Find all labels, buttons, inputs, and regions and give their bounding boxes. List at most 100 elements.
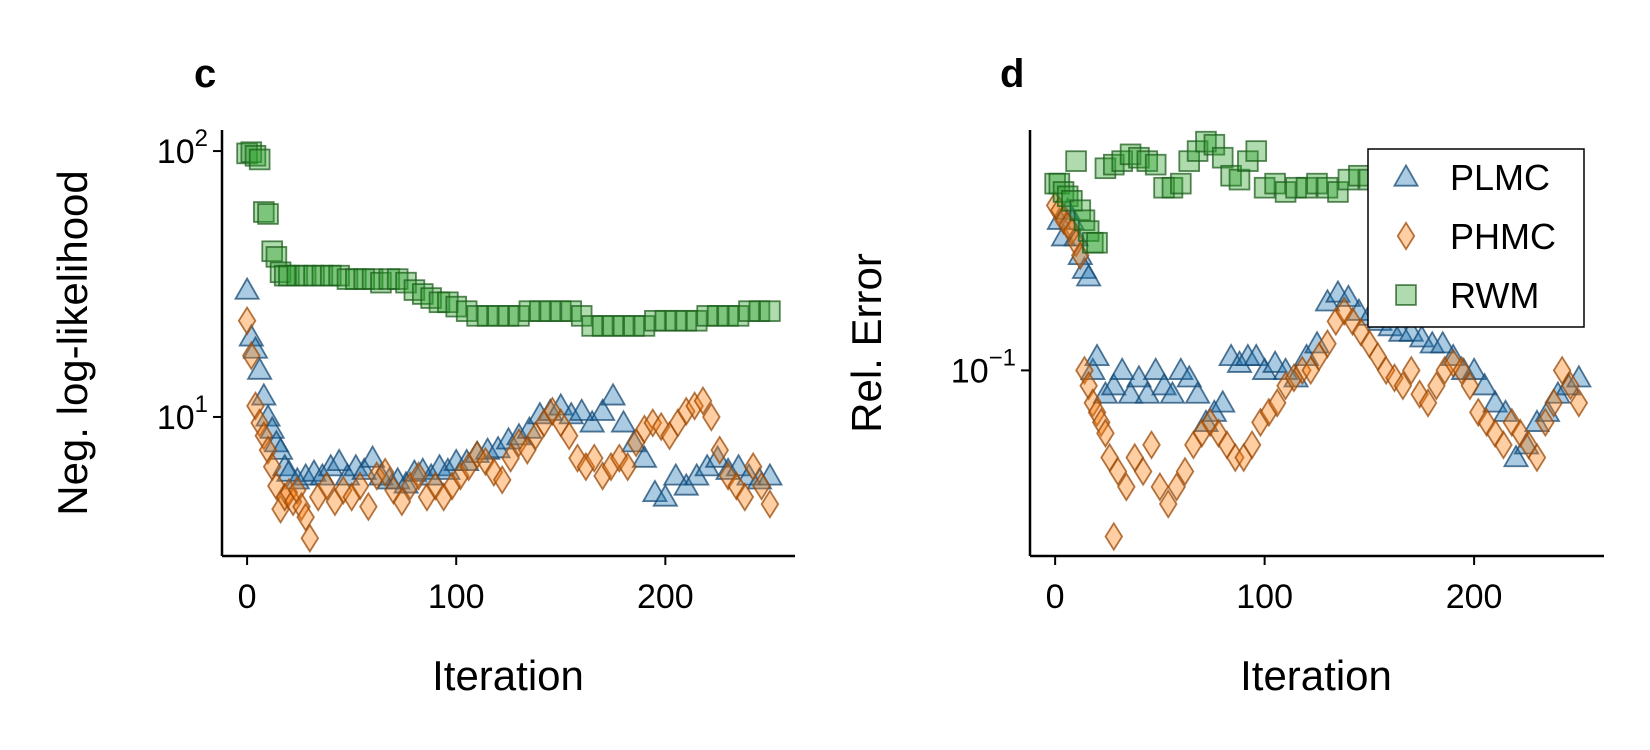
panel-d-plmc-point xyxy=(1117,380,1144,404)
panel-d-phmc-point xyxy=(1477,407,1496,438)
panel-c-phmc-point xyxy=(559,420,579,451)
panel-c-rwm-point xyxy=(395,271,417,294)
panel-c-phmc-point xyxy=(568,443,587,474)
panel-c-chart: c 0 100 200 101 102 Iteration Neg. log-likel… xyxy=(49,52,795,699)
panel-d-ticks: 0 100 200 10−1 xyxy=(951,344,1503,616)
panel-d-plmc-point xyxy=(1167,357,1194,380)
legend-marker-phmc xyxy=(1396,221,1416,251)
panel-d-phmc-point xyxy=(1192,418,1212,449)
panel-c-phmc-point xyxy=(287,475,307,506)
panel-d-x-tick-label: 200 xyxy=(1446,578,1503,616)
panel-d-phmc-point xyxy=(1242,429,1262,460)
panel-c-phmc-point xyxy=(241,340,261,371)
panel-c-phmc-point xyxy=(254,420,274,451)
panel-d-phmc-point xyxy=(1561,370,1580,401)
panel-d-rwm-point xyxy=(1065,150,1087,172)
panel-d-rwm-point xyxy=(1136,150,1159,172)
panel-c-x-axis-label: Iteration xyxy=(432,652,584,699)
panel-d-phmc-point xyxy=(1552,355,1572,386)
panel-c-phmc-point xyxy=(710,435,730,466)
panel-c-phmc-point xyxy=(735,482,755,512)
panel-d-phmc-point xyxy=(1079,370,1098,401)
panel-d-x-tick-label: 100 xyxy=(1236,578,1293,616)
panel-d-plmc-point xyxy=(1075,263,1102,287)
panel-c-phmc-point xyxy=(601,451,621,482)
legend-label-plmc: PLMC xyxy=(1450,157,1550,198)
panel-d-phmc-point xyxy=(1460,370,1480,401)
panel-c-plmc-point xyxy=(246,356,273,380)
panel-c-phmc-point xyxy=(718,461,738,491)
panel-d-plmc-point xyxy=(1226,349,1253,373)
panel-c-phmc-point xyxy=(484,457,504,488)
panel-d-plmc-point xyxy=(1142,357,1169,380)
panel-c-rwm-point xyxy=(361,268,384,290)
panel-c-phmc-point xyxy=(576,451,596,482)
panel-d-phmc-point xyxy=(1401,355,1421,386)
panel-c-plmc-point xyxy=(631,444,658,468)
panel-c-phmc-point xyxy=(250,407,269,438)
panel-d-plmc-point xyxy=(1150,372,1178,396)
panel-d-rwm-point xyxy=(1170,172,1192,195)
panel-d-phmc-point xyxy=(1502,407,1522,438)
panel-d-phmc-point xyxy=(1259,397,1279,428)
panel-d-phmc-point xyxy=(1133,456,1153,487)
panel-c-rwm-point xyxy=(759,300,781,322)
panel-d-phmc-point xyxy=(1393,370,1413,401)
panel-d-phmc-point xyxy=(1251,407,1270,438)
panel-c-phmc-point xyxy=(610,443,629,474)
panel-d-rwm-point xyxy=(1144,153,1167,176)
panel-d-phmc-point xyxy=(1376,355,1396,386)
panel-c-phmc-point xyxy=(509,427,529,458)
panel-c-phmc-point xyxy=(451,461,470,491)
panel-d-rwm-point xyxy=(1128,146,1150,169)
panel-d-phmc-point xyxy=(1536,407,1555,438)
panel-c-phmc-point xyxy=(279,477,299,508)
panel-d-rwm-point xyxy=(1086,231,1108,254)
panel-c-phmc-point xyxy=(760,489,780,520)
panel-d-phmc-point xyxy=(1326,306,1346,337)
panel-c-x-tick-label: 0 xyxy=(238,578,257,616)
panel-d-phmc-point xyxy=(1104,521,1124,552)
panel-c-plmc-point xyxy=(233,276,261,300)
panel-d-phmc-point xyxy=(1284,362,1304,393)
panel-c-phmc-point xyxy=(434,482,453,512)
panel-c-phmc-point xyxy=(246,391,265,421)
panel-d-phmc-point xyxy=(1091,407,1111,438)
panel-d-rwm-point xyxy=(1245,140,1268,162)
panel-d-phmc-point xyxy=(1200,407,1220,438)
panel-d-rwm-point xyxy=(1111,150,1133,172)
panel-c-plmc-point xyxy=(326,448,353,472)
panel-c-plmc-point xyxy=(579,409,606,433)
panel-c-phmc-point xyxy=(350,471,370,501)
panel-c-phmc-point xyxy=(702,402,721,432)
legend-marker-plmc xyxy=(1392,163,1420,187)
panel-d-phmc-point xyxy=(1158,489,1178,519)
panel-d-phmc-point xyxy=(1468,397,1488,428)
panel-d-phmc-point xyxy=(1117,471,1136,502)
panel-d-phmc-point xyxy=(1494,429,1513,460)
panel-c-phmc-point xyxy=(392,486,412,517)
panel-d-phmc-point xyxy=(1452,355,1471,386)
panel-d-phmc-point xyxy=(1087,397,1107,428)
panel-c-rwm-point xyxy=(328,264,350,287)
panel-c-phmc-point xyxy=(618,451,638,482)
panel-c-y-axis-label: Neg. log-likelihood xyxy=(49,170,96,516)
panel-d-x-axis-label: Iteration xyxy=(1240,652,1392,699)
panel-c-plmc-point xyxy=(568,397,595,421)
panel-d-phmc-point xyxy=(1276,370,1295,401)
panel-c-plmc-point xyxy=(662,462,689,486)
panel-c-phmc-point xyxy=(593,461,612,491)
panel-d-phmc-point xyxy=(1569,388,1589,418)
panel-c-rwm-point xyxy=(248,148,271,171)
panel-d-plmc-point xyxy=(1176,364,1203,388)
panel-c-phmc-point xyxy=(409,461,428,491)
panel-d-phmc-point xyxy=(1142,429,1161,460)
panel-d-phmc-point xyxy=(1334,296,1354,327)
panel-c-phmc-point xyxy=(292,491,311,522)
panel-d-y-tick-label: 10−1 xyxy=(951,344,1016,390)
panel-c-rwm-point xyxy=(403,279,426,301)
panel-c-phmc-point xyxy=(476,446,495,477)
panel-d-phmc-point xyxy=(1410,379,1429,409)
panel-d-rwm-point xyxy=(1094,157,1117,180)
panel-c-plmc-point xyxy=(714,456,742,480)
